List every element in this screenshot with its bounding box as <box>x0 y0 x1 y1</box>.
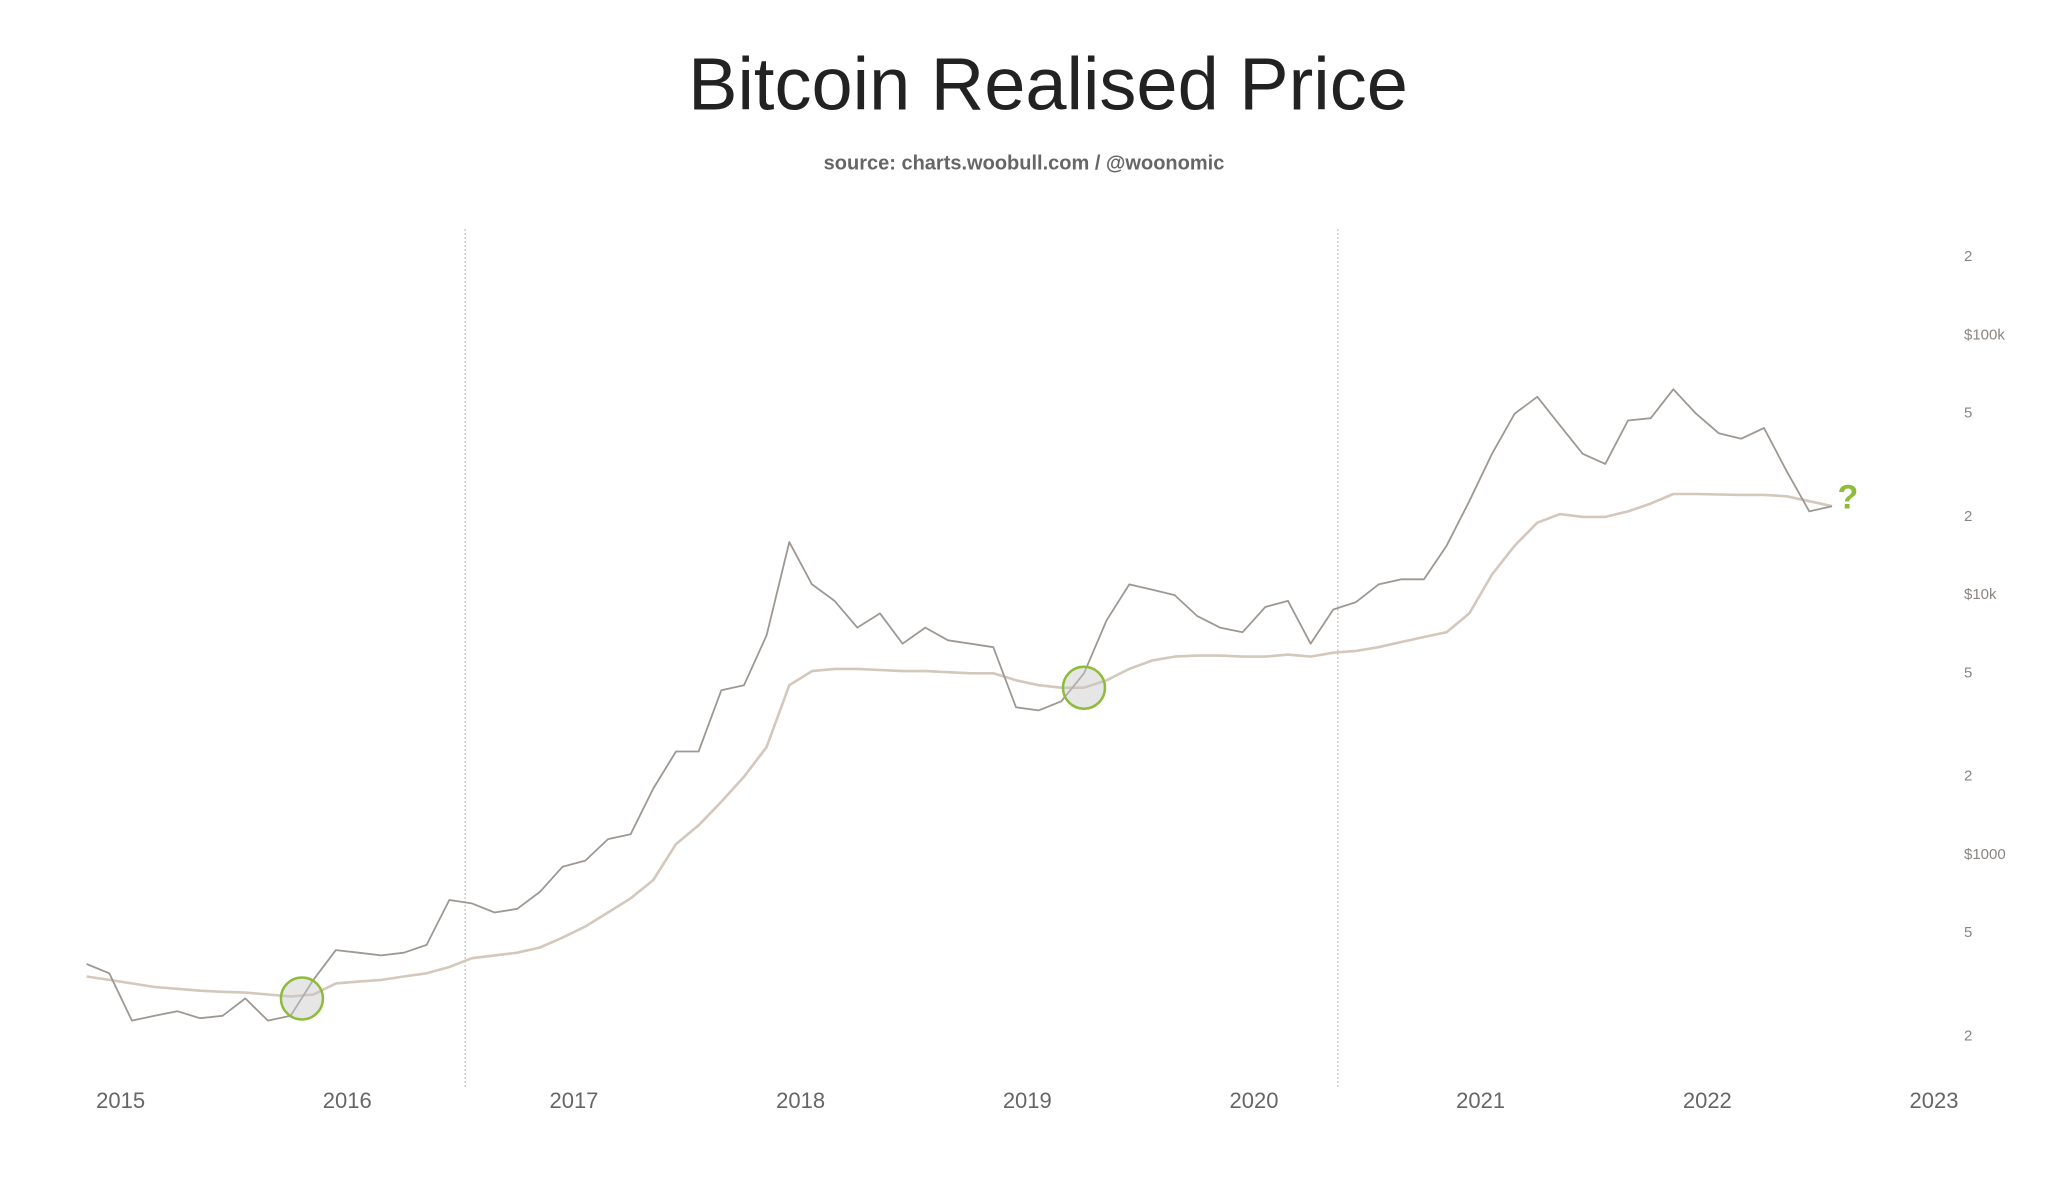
x-tick-label: 2015 <box>96 1088 145 1113</box>
y-tick-label: 2 <box>1964 248 1972 265</box>
y-tick-label: 5 <box>1964 664 1972 681</box>
series-line <box>86 492 1833 998</box>
y-tick-label: 5 <box>1964 924 1972 941</box>
y-tick-label: $100k <box>1964 326 2005 343</box>
chart-title: Bitcoin Realised Price <box>688 43 1408 126</box>
y-tick-label: 5 <box>1964 405 1972 422</box>
y-tick-label: 2 <box>1964 508 1972 525</box>
highlight-circle <box>1061 665 1107 710</box>
y-tick-label: $1000 <box>1964 846 2006 863</box>
highlight-circle <box>279 976 325 1021</box>
x-tick-label: 2018 <box>776 1088 825 1113</box>
annotation: ? <box>1837 479 1858 517</box>
x-tick-label: 2019 <box>1003 1088 1052 1113</box>
series-line <box>86 388 1833 1022</box>
x-tick-label: 2020 <box>1229 1088 1278 1113</box>
x-tick-label: 2023 <box>1910 1088 1959 1113</box>
y-tick-label: $10k <box>1964 586 1997 603</box>
chart-subtitle: source: charts.woobull.com / @woonomic <box>824 152 1225 174</box>
x-tick-label: 2017 <box>549 1088 598 1113</box>
x-tick-label: 2022 <box>1683 1088 1732 1113</box>
x-tick-label: 2016 <box>323 1088 372 1113</box>
x-tick-label: 2021 <box>1456 1088 1505 1113</box>
y-tick-label: 2 <box>1964 1027 1972 1044</box>
y-tick-label: 2 <box>1964 768 1972 785</box>
